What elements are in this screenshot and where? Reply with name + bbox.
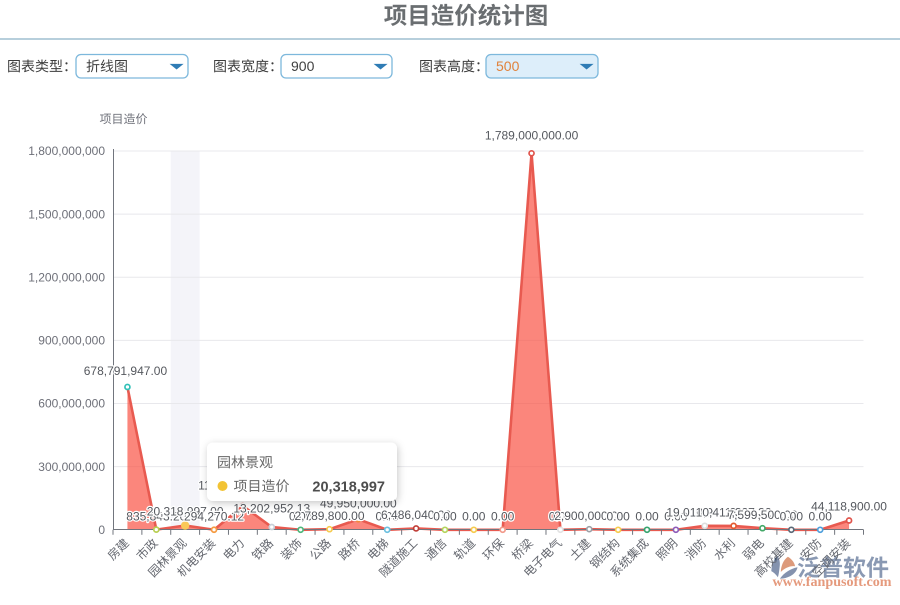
svg-text:1,500,000,000: 1,500,000,000 [28, 207, 105, 221]
svg-text:0.00: 0.00 [780, 509, 804, 523]
svg-text:0.00: 0.00 [462, 509, 486, 523]
svg-text:300,000,000: 300,000,000 [38, 460, 105, 474]
svg-text:1,200,000,000: 1,200,000,000 [28, 270, 105, 284]
svg-text:7,599,500.00: 7,599,500.00 [727, 508, 797, 522]
svg-text:2,900,000.00: 2,900,000.00 [554, 509, 624, 523]
svg-text:900: 900 [291, 58, 315, 74]
svg-text:1,789,000,000.00: 1,789,000,000.00 [485, 129, 579, 143]
svg-text:0.00: 0.00 [549, 509, 573, 523]
svg-text:10,411,327.32: 10,411,327.32 [696, 505, 772, 519]
svg-text:44,118,900.00: 44,118,900.00 [811, 499, 887, 513]
svg-text:0.00: 0.00 [376, 509, 400, 523]
svg-text:19,010,941.32: 19,010,941.32 [666, 505, 743, 519]
svg-text:0.00: 0.00 [664, 509, 688, 523]
svg-text:0.00: 0.00 [635, 509, 659, 523]
svg-text:500: 500 [496, 58, 520, 74]
svg-text:0: 0 [98, 523, 105, 537]
svg-text:20,318,997: 20,318,997 [312, 479, 385, 495]
svg-text:0.00: 0.00 [289, 509, 313, 523]
svg-text:294,270.12: 294,270.12 [184, 509, 244, 523]
svg-text:1,800,000,000: 1,800,000,000 [28, 144, 105, 158]
svg-text:20,318,997.00: 20,318,997.00 [147, 504, 224, 518]
svg-text:600,000,000: 600,000,000 [38, 397, 105, 411]
svg-text:2,789,800.00: 2,789,800.00 [294, 509, 364, 523]
svg-text:835,843.20: 835,843.20 [126, 509, 186, 523]
svg-text:0.00: 0.00 [491, 509, 515, 523]
svg-text:0.00: 0.00 [809, 509, 833, 523]
svg-text:678,791,947.00: 678,791,947.00 [84, 364, 168, 378]
svg-text:0.00: 0.00 [606, 509, 630, 523]
svg-text:900,000,000: 900,000,000 [38, 334, 105, 348]
svg-text:13,202,952.13: 13,202,952.13 [233, 502, 310, 516]
svg-text:0.00: 0.00 [433, 509, 457, 523]
svg-text:6,486,040.00: 6,486,040.00 [381, 508, 451, 522]
svg-text:www.fanpusoft.com: www.fanpusoft.com [773, 574, 892, 590]
